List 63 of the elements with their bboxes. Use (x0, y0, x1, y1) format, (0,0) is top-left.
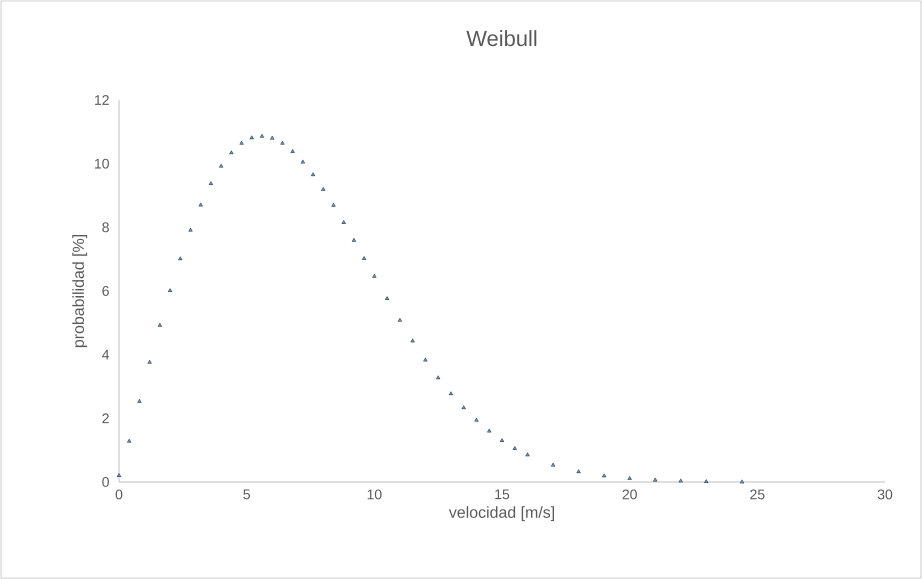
point (740, 480, 744, 484)
point (239, 140, 244, 145)
point (436, 375, 440, 380)
y-tick-label: 2 (102, 413, 109, 424)
y-tick-label: 12 (95, 95, 109, 105)
point (512, 446, 517, 450)
point (270, 136, 274, 140)
x-tick-label: 0 (116, 489, 122, 500)
y-tick-label: 10 (95, 158, 109, 169)
x-tick-label: 20 (622, 489, 637, 500)
y-tick-label: 6 (102, 286, 109, 296)
point (385, 296, 390, 300)
chart-title: Weibull (466, 30, 536, 46)
point (198, 202, 203, 206)
point (219, 164, 224, 168)
x-tick-label: 15 (495, 490, 510, 500)
point (321, 187, 326, 191)
point (462, 405, 466, 410)
y-tick-label: 4 (102, 350, 110, 360)
x-tick-label: 25 (750, 489, 765, 500)
x-tick-label: 10 (368, 489, 382, 500)
point (398, 318, 402, 322)
point (300, 160, 305, 164)
x-axis-title: velocidad [m/s] (448, 506, 554, 522)
point (290, 149, 295, 153)
point (474, 418, 479, 422)
point (423, 358, 428, 362)
point (602, 474, 606, 478)
point (362, 256, 366, 260)
point (628, 476, 632, 480)
point (280, 140, 285, 145)
point (704, 479, 708, 483)
point (310, 172, 316, 176)
point (208, 181, 214, 186)
point (331, 202, 336, 207)
point (127, 438, 132, 443)
x-tick-label: 30 (878, 489, 892, 500)
y-tick-label: 0 (102, 477, 109, 487)
x-tick-label: 5 (243, 490, 250, 500)
point (410, 338, 415, 342)
point (448, 391, 454, 396)
point (229, 150, 234, 154)
point (116, 473, 122, 477)
point (352, 238, 356, 242)
point (487, 428, 492, 432)
point (500, 438, 504, 442)
point (168, 288, 172, 292)
point (342, 220, 346, 224)
point (250, 135, 254, 140)
point (158, 322, 162, 327)
point (525, 452, 530, 456)
point (148, 360, 152, 364)
point (372, 274, 376, 278)
y-tick-label: 8 (102, 222, 109, 232)
point (653, 478, 658, 482)
point (550, 462, 556, 466)
point (260, 134, 264, 138)
point (137, 399, 142, 403)
point (178, 256, 182, 260)
y-axis-title: probabilidad [%] (72, 235, 88, 348)
point (188, 228, 193, 232)
point (576, 469, 581, 474)
point (678, 478, 683, 482)
